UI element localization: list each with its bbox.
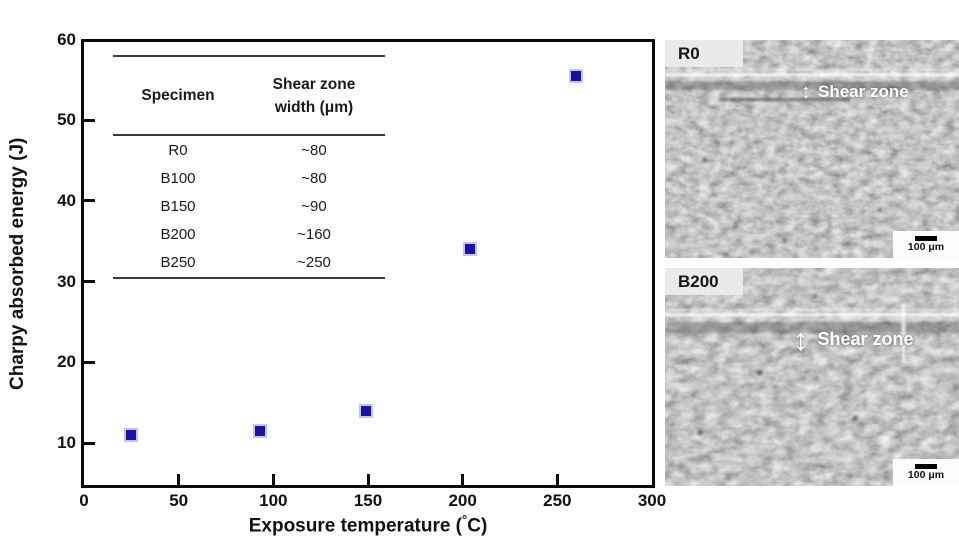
x-axis-title-unit: C): [467, 515, 488, 537]
scale-bar-r0: 100 μm: [893, 231, 959, 258]
y-tick-label: 50: [57, 110, 76, 130]
specimen-cell: B250: [160, 254, 196, 272]
y-axis-tick: [84, 280, 95, 284]
y-axis-tick: [84, 118, 95, 122]
y-tick-label: 40: [57, 190, 76, 210]
inset-shear-zone-table: Specimen Shear zone width (μm) R0 ~80 B100…: [113, 55, 385, 279]
x-axis-tick: [461, 474, 465, 485]
inset-table-body: R0 ~80 B100 ~80 B150 ~90 B200 ~160 B250 ~250: [113, 136, 385, 277]
shear-width-cell: ~160: [297, 226, 331, 244]
sem-micrograph-r0: [665, 40, 959, 258]
scale-bar-label: 100 μm: [907, 469, 945, 481]
y-tick-label: 60: [57, 29, 76, 49]
inset-table-row: B250 ~250: [113, 249, 385, 277]
scale-bar-line: [915, 464, 937, 469]
inset-table-header-specimen: Specimen: [141, 86, 215, 104]
x-axis-tick: [177, 474, 181, 485]
y-axis-tick: [84, 199, 95, 203]
x-axis-title-text: Exposure temperature (: [248, 515, 463, 537]
shear-width-cell: ~90: [301, 197, 327, 215]
shear-zone-annotation-b200: ↕ Shear zone: [793, 324, 914, 355]
x-tick-label: 0: [79, 491, 89, 510]
x-axis-tick: [366, 474, 370, 485]
degree-symbol: °: [462, 512, 468, 527]
y-tick-label: 20: [57, 352, 76, 372]
plot-area: [84, 42, 652, 485]
scale-bar-label: 100 μm: [907, 241, 945, 253]
x-axis-tick: [555, 474, 559, 485]
sem-panel-b200: B200 ↕ Shear zone 100 μm: [665, 268, 959, 486]
inset-table-header: Specimen Shear zone width (μm): [113, 57, 385, 136]
sem-label-r0: R0: [665, 40, 743, 67]
sem-label-b200: B200: [665, 268, 743, 295]
y-axis-tick: [84, 360, 95, 364]
sem-panel-r0: R0 ↕ Shear zone 100 μm: [665, 40, 959, 258]
sem-micrograph-b200: [665, 268, 959, 486]
inset-table-row: B200 ~160: [113, 221, 385, 249]
data-point-marker: [359, 403, 374, 418]
specimen-cell: B200: [160, 226, 196, 244]
header-width-line2: width (μm): [274, 98, 354, 116]
y-tick-label: 30: [57, 271, 76, 291]
shear-width-cell: ~80: [301, 141, 327, 159]
x-tick-label: 200: [448, 491, 477, 510]
specimen-cell: B100: [160, 169, 196, 187]
shear-width-cell: ~250: [297, 254, 331, 272]
shear-zone-label: Shear zone: [817, 329, 914, 349]
x-tick-label: 50: [169, 491, 189, 510]
shear-zone-annotation-r0: ↕ Shear zone: [801, 82, 909, 102]
inset-table-row: B100 ~80: [113, 164, 385, 192]
inset-table-header-width: Shear zone width (μm): [243, 73, 385, 119]
x-tick-label: 100: [259, 491, 288, 510]
x-axis-tick: [271, 474, 275, 485]
data-point-marker: [463, 242, 478, 257]
data-point-marker: [124, 427, 139, 442]
x-tick-label: 250: [543, 491, 572, 510]
specimen-cell: R0: [168, 141, 188, 159]
shear-zone-label: Shear zone: [818, 82, 909, 101]
inset-table-row: R0 ~80: [113, 136, 385, 164]
y-axis-tick: [84, 441, 95, 445]
up-down-arrow-icon: ↕: [801, 81, 811, 103]
x-tick-label: 150: [353, 491, 383, 510]
x-axis-title: Exposure temperature (°C): [84, 512, 652, 537]
y-tick-label: 10: [57, 433, 76, 453]
shear-width-cell: ~80: [301, 169, 327, 187]
data-point-marker: [569, 68, 584, 83]
header-width-line1: Shear zone: [272, 75, 356, 93]
data-point-marker: [253, 423, 268, 438]
scale-bar-b200: 100 μm: [893, 459, 959, 486]
up-down-arrow-icon: ↕: [793, 322, 809, 357]
specimen-cell: B150: [160, 197, 196, 215]
x-tick-label: 300: [637, 491, 667, 510]
inset-table-row: B150 ~90: [113, 192, 385, 220]
scale-bar-line: [915, 236, 937, 241]
